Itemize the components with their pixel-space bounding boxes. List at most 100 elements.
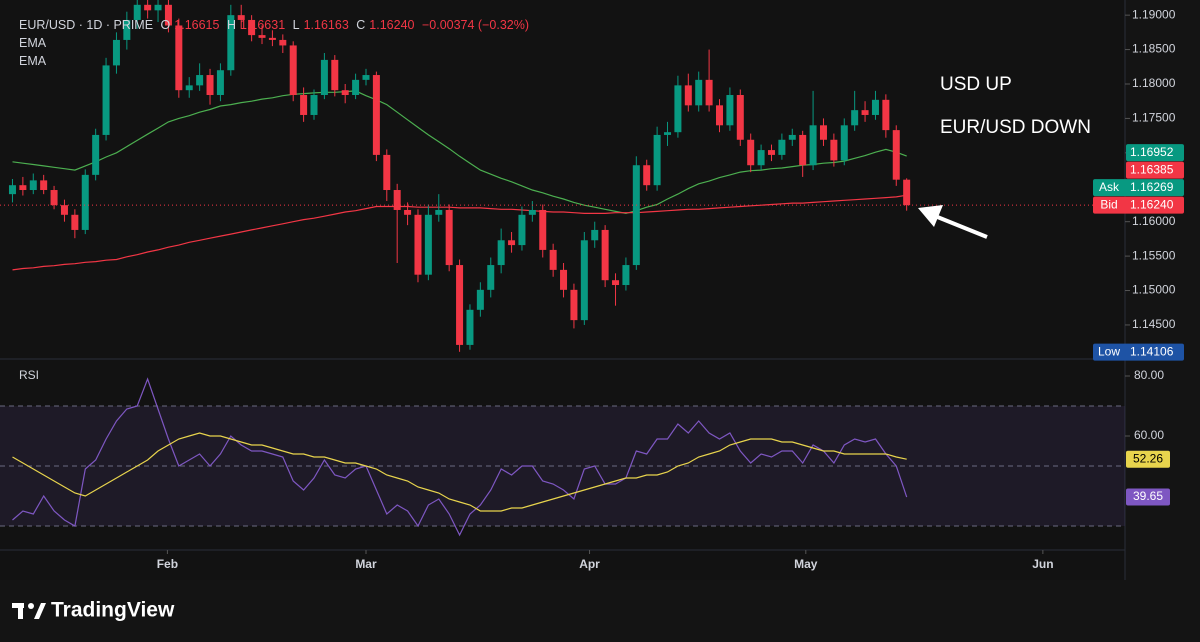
- y-tick-label: 1.18500: [1132, 42, 1176, 56]
- y-tick-label: 1.19000: [1132, 7, 1176, 21]
- candle-body: [487, 265, 495, 290]
- candle-body: [102, 65, 110, 135]
- ohlc-value: 1.16631: [239, 18, 286, 32]
- candle-body: [456, 265, 464, 345]
- candle-body: [331, 59, 339, 91]
- candle-body: [227, 15, 235, 71]
- badge-name: Ask: [1099, 180, 1120, 194]
- line: [12, 194, 907, 271]
- candle-body: [144, 4, 152, 11]
- arrow: [918, 205, 988, 239]
- y-tick-label: 60.00: [1134, 428, 1164, 442]
- candle-body: [414, 214, 422, 275]
- legend: EUR/USD · 1D · PRIME O 1.16615 H 1.16631 L…: [19, 16, 533, 70]
- badge-label: 1.14106: [1130, 344, 1174, 358]
- candle-body: [352, 79, 360, 96]
- candle-body: [892, 130, 900, 180]
- x-tick-label: Apr: [579, 557, 600, 571]
- candle-body: [29, 180, 37, 191]
- header-line: EUR/USD · 1D · PRIME O 1.16615 H 1.16631 L…: [19, 16, 533, 34]
- x-tick-label: Feb: [157, 557, 178, 571]
- candle-body: [788, 134, 796, 140]
- candle-body: [830, 139, 838, 161]
- candle-body: [445, 209, 453, 266]
- badge-name: Low: [1098, 344, 1120, 358]
- price-badge: [1126, 161, 1184, 179]
- candle-body: [539, 209, 547, 250]
- price-badge: [1126, 144, 1184, 162]
- candle-body: [81, 174, 89, 230]
- candle-body: [216, 70, 224, 96]
- value-badge: [1126, 488, 1170, 506]
- candle-body: [819, 125, 827, 140]
- candle-body: [591, 229, 599, 241]
- candle-body: [154, 4, 162, 11]
- candle-body: [570, 289, 578, 321]
- candle-body: [632, 165, 640, 266]
- candle-body: [664, 132, 672, 135]
- brand: TradingView: [51, 599, 175, 622]
- candle-body: [757, 150, 765, 166]
- candle-body: [528, 209, 536, 215]
- candle-body: [341, 90, 349, 96]
- candle-body: [476, 289, 484, 310]
- candle-body: [466, 309, 474, 345]
- candle-body: [123, 19, 131, 40]
- x-tick-label: Jun: [1032, 557, 1053, 571]
- candle-body: [435, 209, 443, 215]
- y-tick-label: 1.16000: [1132, 214, 1176, 228]
- badge-name: Bid: [1100, 197, 1117, 211]
- candle-body: [404, 209, 412, 215]
- candle-body: [747, 139, 755, 166]
- candle-body: [799, 134, 807, 166]
- candle-body: [560, 269, 568, 290]
- candle-body: [19, 185, 27, 191]
- y-tick-label: 1.17500: [1132, 111, 1176, 125]
- candle-body: [112, 39, 120, 66]
- legend-entry: EMA: [19, 54, 47, 68]
- candle-body: [393, 190, 401, 210]
- ohlc-value: 1.16163: [303, 18, 349, 32]
- candle-body: [383, 154, 391, 191]
- candle-body: [695, 79, 703, 106]
- candle-body: [50, 190, 58, 206]
- badge-label: 1.16240: [1130, 197, 1174, 211]
- candle-body: [861, 110, 869, 115]
- candle-body: [674, 85, 682, 133]
- candle-body: [372, 75, 380, 155]
- candle-body: [612, 280, 620, 286]
- candle-body: [601, 229, 609, 281]
- price-badge: [1093, 196, 1184, 214]
- candle-body: [778, 139, 786, 155]
- candle-body: [736, 95, 744, 140]
- change: −0.00374 (−0.32%): [421, 18, 529, 32]
- badge-label: 1.16952: [1130, 145, 1174, 159]
- candle-body: [716, 105, 724, 126]
- candle-body: [903, 179, 911, 206]
- ohlc-value: 1.16615: [174, 18, 220, 32]
- badge-label: 52.26: [1133, 451, 1163, 465]
- ohlc-label: O: [160, 18, 171, 32]
- candle-body: [92, 134, 100, 175]
- annotation: EUR/USD DOWN: [940, 117, 1091, 138]
- candle-body: [684, 85, 692, 106]
- ohlc-value: 1.16240: [369, 18, 415, 32]
- candle-body: [362, 75, 370, 80]
- candle-body: [237, 15, 245, 20]
- candle-body: [279, 39, 287, 46]
- candle-body: [60, 205, 68, 215]
- price-badge: [1093, 343, 1184, 361]
- line: [12, 90, 907, 215]
- rsi-title: RSI: [19, 368, 39, 382]
- candle-body: [300, 95, 308, 115]
- candle-body: [268, 37, 276, 40]
- badge-label: 39.65: [1133, 489, 1163, 503]
- legend-entry: EMA: [19, 36, 47, 50]
- logo: [12, 603, 46, 619]
- candle-body: [133, 4, 141, 20]
- candle-body: [185, 85, 193, 91]
- ohlc-label: L: [292, 18, 300, 32]
- candle-body: [206, 75, 214, 96]
- candle-body: [653, 134, 661, 186]
